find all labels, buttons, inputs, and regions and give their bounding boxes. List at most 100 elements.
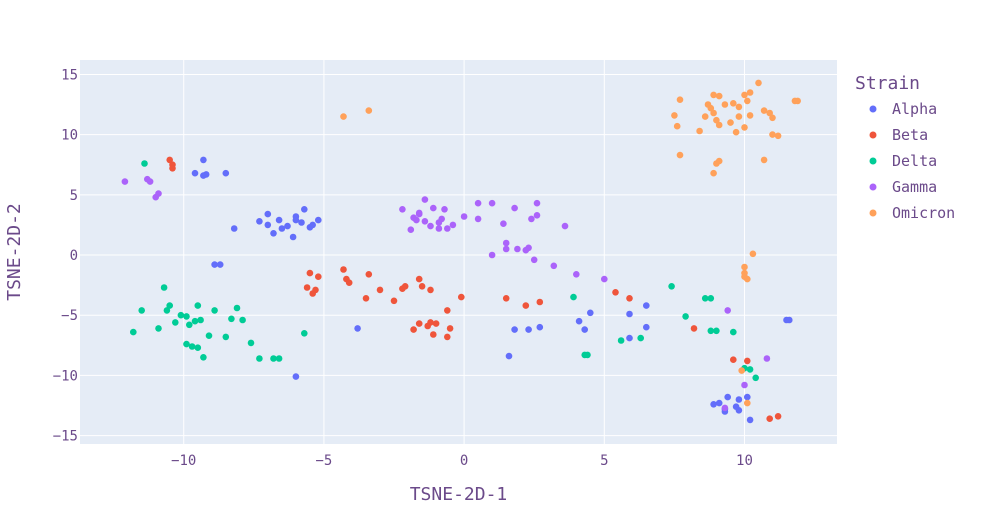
data-point[interactable] (587, 309, 594, 317)
data-point[interactable] (570, 293, 577, 301)
data-point[interactable] (270, 355, 277, 362)
data-point[interactable] (239, 316, 246, 324)
data-point[interactable] (746, 89, 754, 96)
data-point[interactable] (735, 113, 743, 120)
data-point[interactable] (121, 178, 129, 185)
data-point[interactable] (730, 328, 737, 336)
data-point[interactable] (715, 157, 723, 165)
data-point[interactable] (435, 219, 443, 226)
data-point[interactable] (446, 325, 454, 332)
data-point[interactable] (643, 323, 650, 331)
data-point[interactable] (744, 393, 751, 401)
data-point[interactable] (460, 213, 468, 220)
data-point[interactable] (365, 271, 373, 278)
data-point[interactable] (303, 284, 311, 291)
data-point[interactable] (744, 275, 751, 283)
data-point[interactable] (444, 333, 451, 341)
data-point[interactable] (278, 225, 286, 232)
data-point[interactable] (746, 366, 754, 373)
data-point[interactable] (671, 112, 678, 119)
data-point[interactable] (502, 245, 510, 253)
data-point[interactable] (643, 302, 650, 309)
data-point[interactable] (696, 127, 703, 135)
data-point[interactable] (536, 323, 544, 331)
data-point[interactable] (581, 326, 588, 333)
data-point[interactable] (427, 319, 434, 326)
legend-item-beta[interactable]: Beta (869, 126, 929, 144)
data-point[interactable] (256, 355, 263, 362)
data-point[interactable] (284, 222, 291, 230)
data-point[interactable] (435, 225, 443, 232)
data-point[interactable] (735, 396, 743, 403)
data-point[interactable] (340, 266, 347, 273)
data-point[interactable] (315, 216, 322, 224)
data-point[interactable] (710, 91, 717, 99)
data-point[interactable] (525, 244, 532, 252)
data-point[interactable] (163, 307, 171, 314)
data-point[interactable] (200, 172, 207, 179)
data-point[interactable] (399, 285, 406, 293)
data-point[interactable] (449, 221, 457, 229)
data-point[interactable] (766, 109, 773, 117)
data-point[interactable] (738, 367, 745, 374)
data-point[interactable] (421, 196, 429, 203)
data-point[interactable] (292, 373, 300, 380)
data-point[interactable] (774, 132, 782, 140)
data-point[interactable] (222, 169, 230, 177)
data-point[interactable] (752, 374, 759, 382)
data-point[interactable] (315, 273, 322, 281)
data-point[interactable] (673, 122, 681, 130)
data-point[interactable] (721, 404, 729, 412)
data-point[interactable] (741, 381, 748, 389)
data-point[interactable] (407, 226, 415, 233)
data-point[interactable] (275, 216, 283, 224)
data-point[interactable] (205, 332, 213, 340)
data-point[interactable] (715, 399, 723, 407)
data-point[interactable] (197, 316, 204, 324)
data-point[interactable] (721, 101, 729, 108)
data-point[interactable] (430, 204, 437, 212)
data-point[interactable] (413, 216, 420, 224)
legend[interactable]: Strain Alpha Beta Delta Gamma Omicron (855, 73, 955, 222)
data-point[interactable] (676, 96, 684, 103)
data-point[interactable] (710, 169, 717, 177)
data-point[interactable] (710, 109, 717, 117)
data-point[interactable] (514, 245, 521, 253)
data-point[interactable] (715, 121, 723, 129)
data-point[interactable] (637, 334, 644, 342)
data-point[interactable] (183, 313, 190, 320)
data-point[interactable] (233, 304, 241, 312)
data-point[interactable] (474, 199, 482, 207)
data-point[interactable] (561, 222, 569, 230)
data-point[interactable] (766, 415, 773, 423)
data-point[interactable] (676, 151, 684, 159)
data-point[interactable] (289, 233, 297, 241)
data-point[interactable] (141, 160, 148, 167)
data-point[interactable] (741, 124, 748, 131)
legend-item-gamma[interactable]: Gamma (869, 178, 938, 196)
data-point[interactable] (713, 116, 720, 124)
data-point[interactable] (138, 307, 145, 314)
data-point[interactable] (746, 416, 754, 424)
data-point[interactable] (292, 213, 300, 220)
data-point[interactable] (415, 275, 423, 283)
data-point[interactable] (744, 399, 751, 407)
data-point[interactable] (769, 114, 776, 122)
data-point[interactable] (488, 251, 496, 259)
data-point[interactable] (746, 112, 754, 119)
data-point[interactable] (415, 210, 423, 218)
data-point[interactable] (735, 407, 743, 414)
data-point[interactable] (690, 325, 698, 332)
data-point[interactable] (528, 215, 535, 223)
data-point[interactable] (502, 239, 510, 247)
data-point[interactable] (427, 222, 434, 230)
data-point[interactable] (701, 113, 709, 120)
data-point[interactable] (188, 343, 196, 350)
data-point[interactable] (345, 279, 353, 287)
data-point[interactable] (194, 302, 202, 309)
data-point[interactable] (365, 107, 373, 114)
data-point[interactable] (155, 190, 162, 197)
data-point[interactable] (306, 269, 314, 277)
data-point[interactable] (724, 307, 731, 314)
data-point[interactable] (626, 295, 633, 302)
